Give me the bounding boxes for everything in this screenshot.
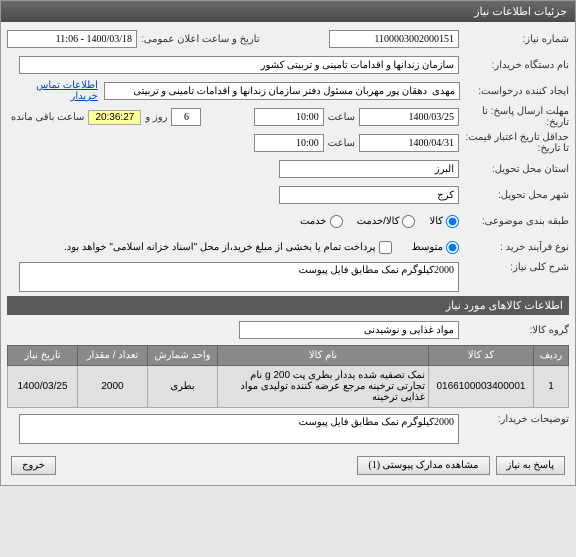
announce-label: تاریخ و ساعت اعلان عمومی: bbox=[141, 34, 260, 45]
buyer-org-label: نام دستگاه خریدار: bbox=[459, 60, 569, 71]
radio-medium-text: متوسط bbox=[412, 242, 443, 253]
th-qty: تعداد / مقدار bbox=[78, 346, 148, 366]
buyer-org-field[interactable] bbox=[19, 56, 459, 74]
validity-time-field[interactable] bbox=[254, 134, 324, 152]
creator-field[interactable] bbox=[104, 82, 460, 100]
buyer-notes-label: توضیحات خریدار: bbox=[459, 414, 569, 425]
content-area: شماره نیاز: تاریخ و ساعت اعلان عمومی: نا… bbox=[1, 22, 575, 485]
reply-button[interactable]: پاسخ به نیاز bbox=[496, 456, 566, 475]
goods-info-header: اطلاعات کالاهای مورد نیاز bbox=[7, 296, 569, 315]
group-label: گروه کالا: bbox=[459, 325, 569, 336]
radio-service-text: کالا/خدمت bbox=[357, 216, 400, 227]
purchase-type-label: نوع فرآیند خرید : bbox=[459, 242, 569, 253]
cell-code: 0166100003400001 bbox=[429, 366, 534, 408]
days-field bbox=[171, 108, 201, 126]
table-row[interactable]: 1 0166100003400001 نمک تصفیه شده یددار ب… bbox=[8, 366, 569, 408]
province-field[interactable] bbox=[279, 160, 459, 178]
cell-row: 1 bbox=[534, 366, 569, 408]
city-field[interactable] bbox=[279, 186, 459, 204]
partial-pay-text: پرداخت تمام یا بخشی از مبلغ خرید،از محل … bbox=[64, 242, 376, 253]
subject-cat-label: طبقه بندی موضوعی: bbox=[459, 216, 569, 227]
th-name: نام کالا bbox=[218, 346, 429, 366]
attachments-button[interactable]: مشاهده مدارک پیوستی (1) bbox=[357, 456, 489, 475]
validity-date-field[interactable] bbox=[359, 134, 459, 152]
cell-name: نمک تصفیه شده یددار بطری پت 200 g نام تج… bbox=[218, 366, 429, 408]
buyer-notes-textarea[interactable] bbox=[19, 414, 459, 444]
radio-service-input[interactable] bbox=[402, 215, 415, 228]
radio-service[interactable]: کالا/خدمت bbox=[357, 215, 416, 228]
goods-table: رديف کد کالا نام کالا واحد شمارش تعداد /… bbox=[7, 345, 569, 408]
th-code: کد کالا bbox=[429, 346, 534, 366]
announce-field[interactable] bbox=[7, 30, 137, 48]
city-label: شهر محل تحویل: bbox=[459, 190, 569, 201]
deadline-label: مهلت ارسال پاسخ: تا تاریخ: bbox=[459, 106, 569, 128]
need-number-field[interactable] bbox=[329, 30, 459, 48]
remaining-label: ساعت باقی مانده bbox=[11, 112, 84, 123]
radio-kala-text: کالا bbox=[429, 216, 443, 227]
time-label-1: ساعت bbox=[328, 112, 355, 123]
contact-link[interactable]: اطلاعات تماس خریدار bbox=[7, 80, 98, 102]
table-header-row: رديف کد کالا نام کالا واحد شمارش تعداد /… bbox=[8, 346, 569, 366]
th-date: تاریخ نیاز bbox=[8, 346, 78, 366]
radio-khidmat-text: خدمت bbox=[300, 216, 327, 227]
desc-label: شرح کلی نیاز: bbox=[459, 262, 569, 273]
partial-pay-check[interactable]: پرداخت تمام یا بخشی از مبلغ خرید،از محل … bbox=[64, 241, 392, 254]
button-row: پاسخ به نیاز مشاهده مدارک پیوستی (1) خرو… bbox=[7, 452, 569, 479]
subject-cat-radios: کالا کالا/خدمت خدمت bbox=[300, 215, 459, 228]
exit-button[interactable]: خروج bbox=[11, 456, 56, 475]
validity-label: حداقل تاریخ اعتبار قیمت: تا تاریخ: bbox=[459, 132, 569, 154]
creator-label: ایجاد کننده درخواست: bbox=[460, 86, 569, 97]
radio-khidmat-input[interactable] bbox=[330, 215, 343, 228]
radio-kala[interactable]: کالا bbox=[429, 215, 459, 228]
days-label: روز و bbox=[145, 112, 167, 123]
cell-unit: بطری bbox=[148, 366, 218, 408]
desc-textarea[interactable] bbox=[19, 262, 459, 292]
th-row: رديف bbox=[534, 346, 569, 366]
partial-pay-checkbox[interactable] bbox=[379, 241, 392, 254]
deadline-time-field[interactable] bbox=[254, 108, 324, 126]
radio-khidmat[interactable]: خدمت bbox=[300, 215, 343, 228]
window-titlebar: جزئیات اطلاعات نیاز bbox=[1, 1, 575, 22]
radio-kala-input[interactable] bbox=[446, 215, 459, 228]
province-label: استان محل تحویل: bbox=[459, 164, 569, 175]
th-unit: واحد شمارش bbox=[148, 346, 218, 366]
radio-medium[interactable]: متوسط bbox=[412, 241, 459, 254]
main-window: جزئیات اطلاعات نیاز شماره نیاز: تاریخ و … bbox=[0, 0, 576, 486]
cell-qty: 2000 bbox=[78, 366, 148, 408]
need-number-label: شماره نیاز: bbox=[459, 34, 569, 45]
deadline-date-field[interactable] bbox=[359, 108, 459, 126]
time-label-2: ساعت bbox=[328, 138, 355, 149]
radio-medium-input[interactable] bbox=[446, 241, 459, 254]
cell-date: 1400/03/25 bbox=[8, 366, 78, 408]
remaining-time-box: 20:36:27 bbox=[88, 110, 141, 125]
group-field[interactable] bbox=[239, 321, 459, 339]
purchase-type-radios: متوسط bbox=[412, 241, 459, 254]
